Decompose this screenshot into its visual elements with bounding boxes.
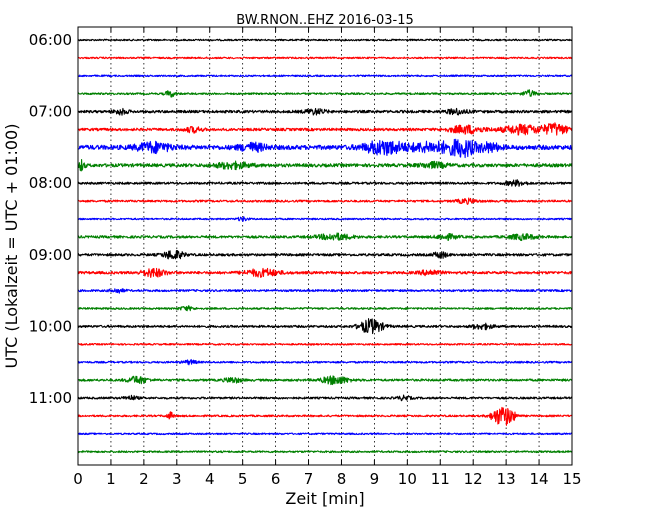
x-tick-label: 0: [73, 470, 83, 488]
trace-row: [77, 305, 573, 312]
trace-row: [77, 375, 573, 386]
x-tick-label: 2: [139, 470, 149, 488]
ticks: 0 1 2 3 4 5 6 7 8 9 10 11 12 13 14 1506:0007:0008:0009:…: [29, 27, 582, 488]
x-tick-label: 1: [106, 470, 116, 488]
x-tick-label: 14: [530, 470, 549, 488]
x-axis-label: Zeit [min]: [285, 489, 364, 508]
trace-group: [77, 38, 573, 454]
trace-row: [77, 394, 573, 402]
y-tick-label: 07:00: [29, 103, 72, 121]
trace-row: [77, 158, 573, 172]
trace-row: [77, 432, 573, 436]
y-tick-label: 10:00: [29, 317, 72, 335]
y-tick-label: 11:00: [29, 389, 72, 407]
y-tick-label: 09:00: [29, 246, 72, 264]
trace-row: [77, 232, 573, 242]
trace-row: [77, 179, 573, 187]
x-tick-label: 15: [562, 470, 581, 488]
trace-row: [77, 89, 573, 98]
x-tick-label: 6: [271, 470, 281, 488]
trace-row: [77, 122, 573, 136]
x-tick-label: 7: [304, 470, 314, 488]
trace-row: [77, 318, 573, 335]
plot-frame: [77, 26, 573, 466]
x-tick-label: 8: [337, 470, 347, 488]
y-axis-label: UTC (Lokalzeit = UTC + 01:00): [2, 124, 21, 369]
grid-lines: [110, 27, 540, 465]
trace-row: [77, 342, 573, 346]
trace-row: [77, 38, 573, 42]
trace-row: [77, 358, 573, 366]
trace-row: [77, 138, 573, 159]
trace-row: [77, 267, 573, 278]
trace-row: [77, 249, 573, 260]
x-tick-label: 13: [497, 470, 516, 488]
x-tick-label: 10: [398, 470, 417, 488]
trace-row: [77, 450, 573, 454]
trace-row: [77, 197, 573, 205]
trace-row: [77, 107, 573, 116]
y-tick-label: 06:00: [29, 31, 72, 49]
trace-row: [77, 56, 573, 60]
x-tick-label: 11: [431, 470, 450, 488]
x-tick-label: 3: [172, 470, 182, 488]
y-tick-label: 08:00: [29, 174, 72, 192]
trace-row: [77, 288, 573, 294]
x-tick-label: 4: [205, 470, 215, 488]
x-tick-label: 9: [370, 470, 380, 488]
x-tick-label: 12: [464, 470, 483, 488]
x-tick-label: 5: [238, 470, 248, 488]
trace-row: [77, 216, 573, 223]
trace-row: [77, 406, 573, 426]
chart-title: BW.RNON..EHZ 2016-03-15: [236, 13, 414, 28]
trace-row: [77, 74, 573, 78]
